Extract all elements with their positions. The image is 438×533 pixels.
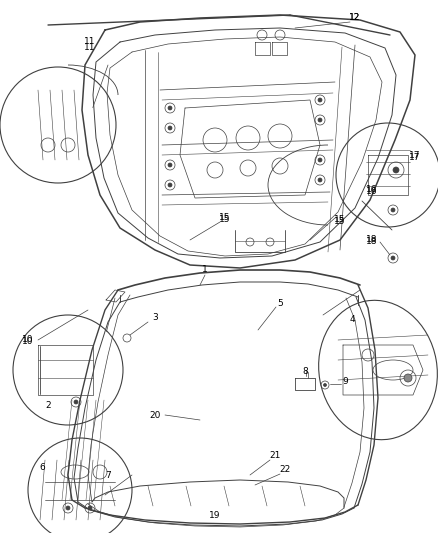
Circle shape [318,178,322,182]
Text: 12: 12 [350,12,360,21]
Circle shape [318,118,322,122]
Text: 18: 18 [366,236,378,245]
Text: 6: 6 [39,464,45,472]
Text: 10: 10 [22,335,34,344]
Circle shape [318,158,322,162]
Text: 17: 17 [409,150,421,159]
Text: 3: 3 [152,313,158,322]
Text: 22: 22 [279,465,291,474]
Circle shape [391,208,395,212]
Circle shape [88,506,92,510]
Circle shape [168,163,172,167]
Text: 9: 9 [342,377,348,386]
Text: 16: 16 [366,188,378,197]
Circle shape [168,106,172,110]
Circle shape [74,400,78,404]
Text: 16: 16 [366,185,378,195]
Text: 11: 11 [84,44,96,52]
Text: 15: 15 [334,217,346,227]
Text: 10: 10 [22,337,34,346]
Text: 20: 20 [149,410,161,419]
Text: 11: 11 [84,37,96,46]
Circle shape [324,384,326,386]
Circle shape [404,374,412,382]
Circle shape [168,183,172,187]
Text: 18: 18 [366,238,378,246]
Text: 15: 15 [219,214,231,222]
Text: 19: 19 [209,511,221,520]
Circle shape [66,506,70,510]
Circle shape [168,126,172,130]
Text: 17: 17 [409,152,421,161]
Circle shape [393,167,399,173]
Text: 15: 15 [334,215,346,224]
Text: 2: 2 [45,400,51,409]
Text: 7: 7 [105,472,111,481]
Text: 1: 1 [202,265,208,274]
Text: 5: 5 [277,298,283,308]
Text: 8: 8 [302,367,308,376]
Circle shape [318,98,322,102]
Text: 4: 4 [349,316,355,325]
Text: 12: 12 [350,13,360,22]
Circle shape [391,256,395,260]
Text: 21: 21 [269,450,281,459]
Text: 15: 15 [219,215,231,224]
